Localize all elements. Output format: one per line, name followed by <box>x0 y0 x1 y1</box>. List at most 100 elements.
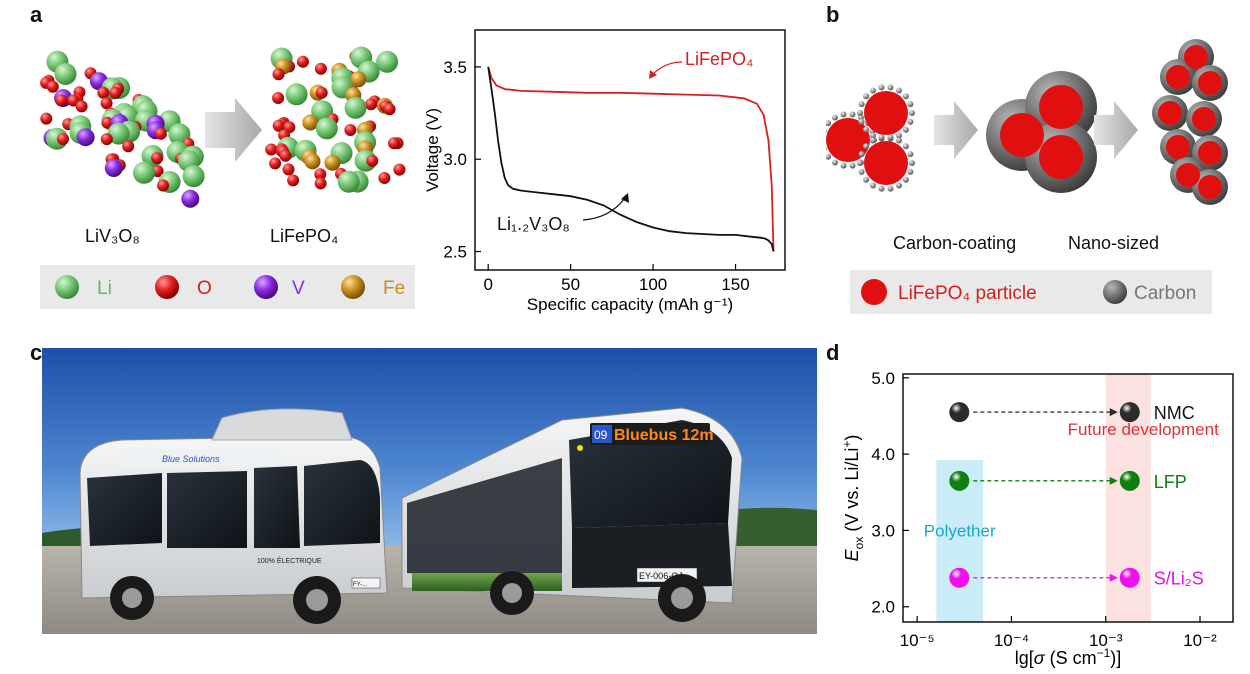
panel-d-label: d <box>826 340 840 365</box>
o-atom <box>269 157 282 170</box>
o-atom <box>272 119 285 132</box>
o-atom <box>272 68 285 81</box>
particle-icon <box>861 279 887 305</box>
carbon-dot <box>878 84 885 91</box>
v-atom <box>76 128 95 147</box>
nano-particles <box>1152 39 1228 205</box>
carbon-dot <box>870 137 876 144</box>
carbon-dot <box>907 118 914 125</box>
li-atom <box>337 170 360 193</box>
carbon-dot <box>826 129 827 133</box>
lfp-discharge-curve <box>487 66 775 252</box>
o-atom <box>265 143 278 156</box>
future-development-label: Future development <box>1068 420 1219 439</box>
carbon-dot <box>887 134 894 141</box>
y-tick-label: 2.5 <box>443 243 467 262</box>
carbon-dot <box>863 143 870 150</box>
o-atom <box>344 124 357 136</box>
plot-frame <box>902 373 1234 623</box>
li-atom <box>315 117 338 140</box>
minibus-license-plate: FY-... <box>353 582 367 588</box>
carbon-dot <box>849 111 856 118</box>
o-atom <box>101 116 114 129</box>
x-tick-label: 10⁻² <box>1183 631 1217 650</box>
nano-lfp-particle <box>1198 141 1222 165</box>
carbon-dot <box>832 114 838 121</box>
li-atom-icon <box>55 275 79 299</box>
legend-v: V <box>292 278 305 299</box>
lvo-annotation-arrow <box>582 197 626 221</box>
o-atom <box>100 97 113 110</box>
o-atom <box>97 86 110 99</box>
legend-carbon: Carbon <box>1134 283 1196 304</box>
nano-lfp-particle <box>1166 65 1190 89</box>
particle-legend-items: LiFePO₄ particle Carbon <box>861 279 1196 305</box>
o-atom <box>393 163 406 176</box>
livo-label: LiV₃O₈ <box>85 226 140 246</box>
panel-a-label: a <box>30 2 43 27</box>
o-atom <box>314 168 327 181</box>
bus-license-plate: EY-006-QJ <box>639 571 683 581</box>
x-tick-label: 0 <box>483 275 492 294</box>
nano-lfp-particle <box>1198 175 1222 199</box>
lfp-arrowhead <box>649 70 657 79</box>
legend-particle: LiFePO₄ particle <box>898 283 1037 304</box>
carbon-dot <box>878 134 885 141</box>
fe-atom <box>324 154 341 171</box>
legend-li: Li <box>97 278 112 299</box>
current-point <box>949 567 970 588</box>
panel-c-label: c <box>30 340 43 365</box>
carbon-dot <box>902 126 909 133</box>
carbon-dot <box>896 132 902 139</box>
li-atom <box>133 161 155 184</box>
carbon-dot <box>863 93 870 100</box>
carbon-dot <box>857 110 863 116</box>
o-atom <box>282 163 295 176</box>
carbon-dot <box>896 182 902 189</box>
li-atom <box>107 122 130 145</box>
y-tick-label: 3.0 <box>443 150 467 169</box>
particle-legend <box>850 270 1212 314</box>
x-axis-title: Specific capacity (mAh g⁻¹) <box>527 295 733 314</box>
o-atom <box>378 172 391 184</box>
o-atom <box>314 62 327 75</box>
electric-bus-photo: Bluebus 12m 09 bluebus EY-006-QJ Blue So… <box>42 348 817 634</box>
carbon-coating-diagram <box>826 39 1228 205</box>
fe-atom <box>350 71 367 88</box>
carbon-dot <box>878 185 885 192</box>
o-atom <box>122 140 135 153</box>
x-axis-title: lg[σ (S cm−1)] <box>1015 646 1122 668</box>
y-tick-label: 5.0 <box>871 369 895 388</box>
carbon-dot <box>902 93 909 100</box>
o-atom <box>365 98 377 111</box>
carbon-dot <box>907 101 914 108</box>
voltage-capacity-chart: 0 50 100 150 2.5 3.0 3.5 Specific capacity (mA… <box>423 29 786 314</box>
element-legend-items: Li O V Fe <box>55 275 405 299</box>
target-point <box>1119 567 1140 588</box>
y-tick-label: 4.0 <box>871 445 895 464</box>
x-tick-label: 10⁻⁵ <box>900 631 935 650</box>
carbon-dot <box>907 168 914 175</box>
lfp-particle <box>864 141 908 185</box>
o-atom <box>57 133 69 145</box>
li-atom <box>344 96 367 119</box>
carbon-dot <box>858 168 865 175</box>
o-atom <box>296 55 309 68</box>
o-atom <box>314 177 327 190</box>
li-atom <box>182 165 205 188</box>
o-atom <box>109 86 122 99</box>
nanosize-arrow <box>1094 101 1138 159</box>
nano-lfp-particle <box>1184 45 1208 69</box>
lfp-structure <box>265 46 406 193</box>
carbon-dot <box>858 114 864 121</box>
polyether-label: Polyether <box>924 521 996 540</box>
blue-solutions-minibus: Blue Solutions 100% ÉLECTRIQUE FY-... <box>79 408 388 624</box>
lfp-particle <box>1000 113 1044 157</box>
y-axis-title: Voltage (V) <box>423 108 442 192</box>
o-atom <box>287 174 300 187</box>
o-atom <box>315 86 328 99</box>
point-label: LFP <box>1154 472 1187 492</box>
v-atom <box>104 159 123 177</box>
point-label: NMC <box>1154 403 1195 423</box>
target-point <box>1119 402 1140 423</box>
